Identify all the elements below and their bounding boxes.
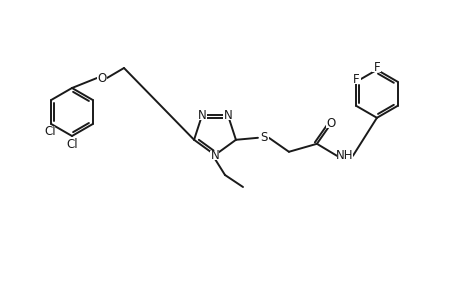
Text: N: N (197, 109, 206, 122)
Text: S: S (260, 131, 267, 144)
FancyBboxPatch shape (372, 63, 381, 72)
Text: O: O (325, 117, 335, 130)
Text: N: N (210, 148, 219, 161)
FancyBboxPatch shape (325, 119, 335, 128)
Text: O: O (97, 71, 106, 85)
FancyBboxPatch shape (97, 74, 107, 82)
FancyBboxPatch shape (197, 111, 206, 120)
Text: F: F (352, 73, 358, 86)
FancyBboxPatch shape (258, 133, 269, 142)
Text: NH: NH (336, 149, 353, 162)
Text: F: F (373, 61, 380, 74)
Text: Cl: Cl (66, 137, 78, 151)
FancyBboxPatch shape (223, 111, 232, 120)
FancyBboxPatch shape (210, 151, 219, 160)
Text: Cl: Cl (45, 124, 56, 137)
Text: N: N (223, 109, 232, 122)
FancyBboxPatch shape (336, 151, 352, 160)
FancyBboxPatch shape (351, 75, 360, 84)
FancyBboxPatch shape (46, 126, 55, 136)
FancyBboxPatch shape (67, 139, 76, 149)
